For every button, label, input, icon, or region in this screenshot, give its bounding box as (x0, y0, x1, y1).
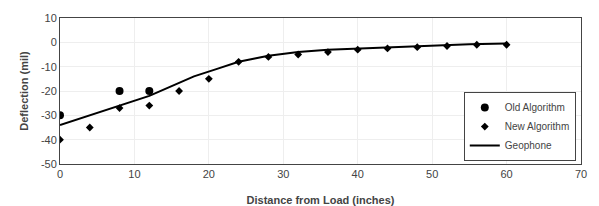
svg-text:10: 10 (128, 168, 140, 180)
svg-text:50: 50 (426, 168, 438, 180)
svg-text:70: 70 (575, 168, 587, 180)
svg-text:0: 0 (57, 168, 63, 180)
svg-text:Distance from Load (inches): Distance from Load (inches) (247, 194, 395, 206)
svg-text:0: 0 (51, 36, 57, 48)
svg-text:40: 40 (352, 168, 364, 180)
svg-text:-50: -50 (41, 158, 57, 170)
svg-text:-30: -30 (41, 109, 57, 121)
svg-text:-20: -20 (41, 85, 57, 97)
svg-text:-40: -40 (41, 134, 57, 146)
svg-text:Old Algorithm: Old Algorithm (505, 102, 565, 113)
svg-text:60: 60 (500, 168, 512, 180)
svg-text:10: 10 (45, 12, 57, 24)
svg-text:-10: -10 (41, 61, 57, 73)
svg-text:30: 30 (277, 168, 289, 180)
svg-text:Deflection (mil): Deflection (mil) (18, 51, 30, 131)
svg-text:New Algorithm: New Algorithm (505, 121, 569, 132)
svg-text:20: 20 (203, 168, 215, 180)
svg-text:Geophone: Geophone (505, 140, 552, 151)
